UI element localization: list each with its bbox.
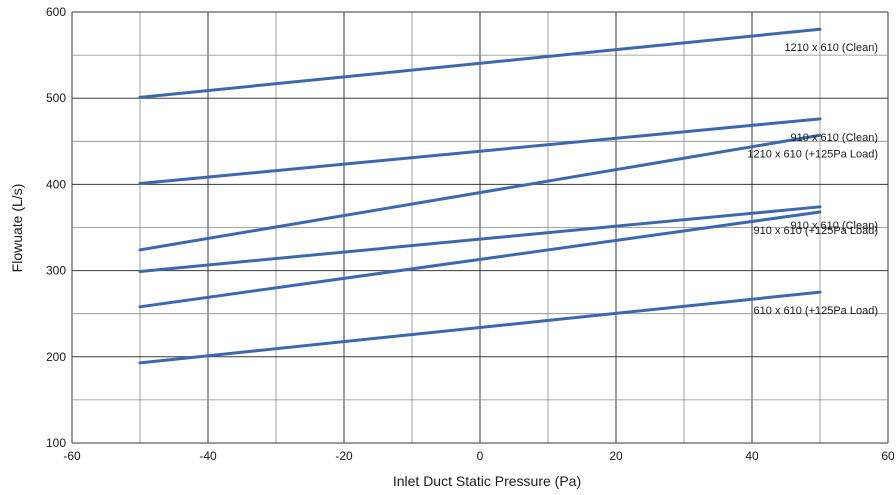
series-labels: 1210 x 610 (Clean) 910 x 610 (Clean) 1210 … <box>747 42 878 317</box>
y-tick-label: 300 <box>46 264 66 278</box>
series-line <box>138 133 822 252</box>
y-tick-label: 200 <box>46 350 66 364</box>
y-tick-label: 100 <box>46 436 66 450</box>
x-tick-label: -40 <box>199 449 217 463</box>
series-lines <box>138 27 822 365</box>
y-tick-label: 500 <box>46 91 66 105</box>
x-tick-label: -20 <box>335 449 353 463</box>
series-label: 610 x 610 (+125Pa Load) <box>754 305 878 317</box>
series-label: 1210 x 610 (Clean) <box>784 42 878 54</box>
series-line <box>138 117 822 186</box>
x-tick-label: -60 <box>63 449 81 463</box>
series-line <box>138 27 822 99</box>
grid <box>71 11 889 444</box>
y-tick-label: 600 <box>46 5 66 19</box>
y-tick-label: 400 <box>46 177 66 191</box>
x-tick-labels: -60 -40 -20 0 20 40 60 <box>63 449 895 463</box>
series-label: 910 x 610 (Clean) <box>791 220 878 232</box>
series-label: 910 x 610 (Clean) <box>791 132 878 144</box>
x-tick-label: 40 <box>745 449 759 463</box>
series-label: 910 x 610 (+125Pa Load) <box>754 225 878 237</box>
series-line <box>138 210 822 309</box>
y-tick-labels: 100 200 300 400 500 600 <box>46 5 66 450</box>
x-tick-label: 0 <box>477 449 484 463</box>
series-line <box>138 205 822 273</box>
series-label: 1210 x 610 (+125Pa Load) <box>747 148 878 160</box>
x-tick-label: 60 <box>881 449 895 463</box>
x-axis-title: Inlet Duct Static Pressure (Pa) <box>393 473 581 489</box>
x-tick-label: 20 <box>609 449 623 463</box>
series-line <box>138 290 822 365</box>
y-axis-title: Flowuate (L/s) <box>9 184 25 273</box>
